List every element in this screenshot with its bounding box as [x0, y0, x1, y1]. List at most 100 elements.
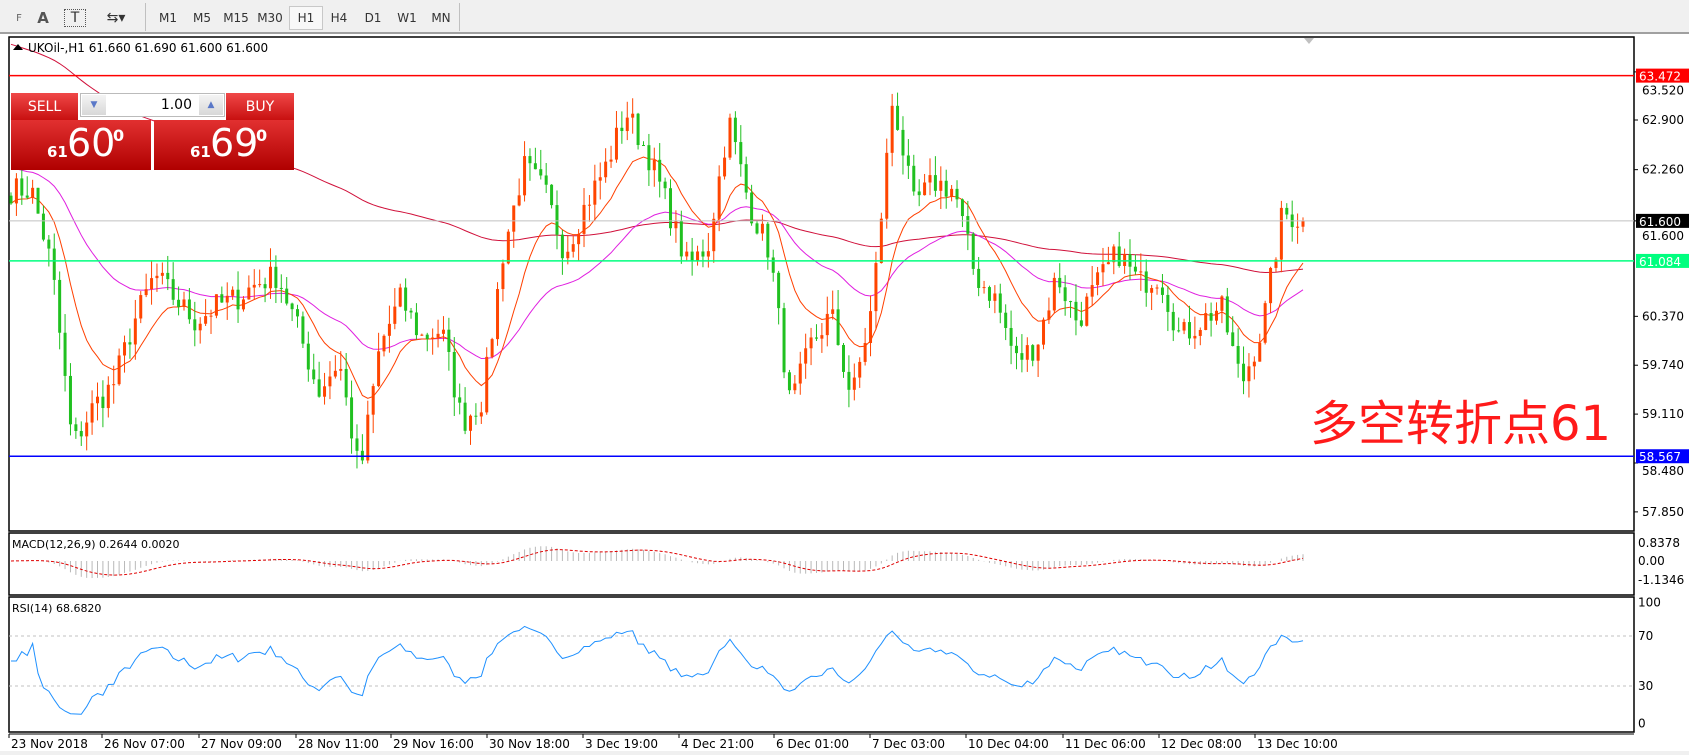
time-tick-label: 12 Dec 08:00	[1161, 737, 1242, 751]
timeframe-m30[interactable]: M30	[257, 11, 283, 25]
candle-body	[874, 263, 878, 312]
candle-body	[479, 412, 483, 417]
timeframe-w1[interactable]: W1	[397, 11, 417, 25]
candle-body	[393, 306, 397, 324]
lot-decrease-button[interactable]: ▼	[82, 95, 106, 115]
text-label-icon[interactable]: T	[64, 9, 86, 27]
candle-body	[1242, 363, 1246, 382]
candle-body	[1269, 267, 1273, 304]
candle-body	[587, 204, 591, 206]
candle-body	[706, 251, 710, 257]
timeframe-m5[interactable]: M5	[193, 11, 211, 25]
candle-body	[1215, 310, 1219, 321]
time-tick-label: 30 Nov 18:00	[489, 737, 570, 751]
candle-body	[1009, 327, 1013, 346]
candle-body	[382, 335, 386, 352]
time-tick-label: 27 Nov 09:00	[201, 737, 282, 751]
candle-body	[609, 159, 613, 162]
candle-body	[425, 334, 429, 340]
candle-body	[333, 370, 337, 377]
level-price-tag	[1636, 253, 1689, 268]
timeframe-m15[interactable]: M15	[223, 11, 249, 25]
candle-body	[750, 192, 754, 224]
candle-body	[1074, 301, 1078, 321]
sell-price-button[interactable]: 61 60 0	[11, 120, 151, 170]
time-tick-label: 26 Nov 07:00	[104, 737, 185, 751]
candle-body	[220, 294, 224, 303]
candle-body	[1144, 271, 1148, 293]
chart-window[interactable]: 63.520 62.900 62.260 61.600 60.370 59.740 59.1…	[0, 34, 1689, 751]
candle-body	[685, 251, 689, 257]
candle-body	[436, 333, 440, 338]
candle-body	[1123, 254, 1127, 266]
timeframe-h1[interactable]: H1	[289, 6, 323, 30]
candle-body	[982, 287, 986, 289]
candle-body	[879, 218, 883, 264]
candle-body	[41, 213, 45, 240]
candle-body	[690, 251, 694, 261]
candle-body	[1187, 322, 1191, 339]
candle-body	[9, 195, 13, 204]
candle-body	[285, 288, 289, 304]
candle-body	[458, 397, 462, 403]
candle-body	[1198, 329, 1202, 336]
lot-increase-button[interactable]: ▲	[199, 95, 223, 115]
candle-body	[739, 142, 743, 165]
candle-body	[636, 113, 640, 146]
time-tick-label: 10 Dec 04:00	[968, 737, 1049, 751]
rsi-tick-label: 100	[1638, 596, 1661, 610]
candle-body	[517, 195, 521, 206]
candle-body	[447, 329, 451, 352]
candle-body	[1112, 246, 1116, 263]
candle-body	[231, 289, 235, 296]
candle-body	[371, 386, 375, 415]
candle-body	[582, 204, 586, 234]
arrows-icon[interactable]: ⇆▾	[106, 10, 126, 26]
candle-body	[204, 316, 208, 324]
collapse-arrow-icon[interactable]	[13, 44, 23, 50]
candle-body	[182, 299, 186, 307]
candle-body	[960, 199, 964, 217]
timeframe-mn[interactable]: MN	[431, 11, 451, 25]
candle-body	[885, 152, 889, 219]
lot-size-input[interactable]: ▼ 1.00 ▲	[80, 93, 225, 117]
candle-body	[409, 310, 413, 313]
candle-body	[1166, 294, 1170, 312]
candle-body	[252, 284, 256, 288]
candle-body	[955, 188, 959, 200]
candle-body	[1209, 313, 1213, 321]
candle-body	[106, 384, 110, 409]
sell-price-big: 60	[67, 121, 116, 165]
fibo-icon[interactable]: F	[16, 12, 22, 24]
timeframe-m1[interactable]: M1	[159, 11, 177, 25]
candle-body	[555, 205, 559, 235]
chart-shift-marker[interactable]	[1304, 38, 1314, 44]
time-tick-label: 6 Dec 01:00	[776, 737, 849, 751]
timeframe-h4[interactable]: H4	[330, 11, 348, 25]
candle-body	[1236, 346, 1240, 364]
macd-tick-label: 0.8378	[1638, 536, 1680, 550]
candle-body	[836, 309, 840, 345]
candle-body	[1096, 272, 1100, 286]
buy-price-button[interactable]: 61 69 0	[154, 120, 294, 170]
price-tick-label: 60.370	[1642, 309, 1684, 323]
text-icon[interactable]: A	[37, 9, 49, 27]
candle-body	[209, 315, 213, 317]
candle-body	[701, 251, 705, 257]
candle-body	[312, 369, 316, 380]
candle-body	[977, 268, 981, 288]
candle-body	[641, 145, 645, 147]
candle-body	[744, 164, 748, 193]
sell-button[interactable]: SELL	[11, 93, 78, 120]
candle-body	[1036, 344, 1040, 361]
candle-body	[236, 289, 240, 310]
candle-body	[1058, 277, 1062, 288]
chart-canvas[interactable]: 63.520 62.900 62.260 61.600 60.370 59.740 59.1…	[0, 34, 1689, 751]
candle-body	[760, 223, 764, 234]
timeframe-d1[interactable]: D1	[364, 11, 382, 25]
rsi-tick-label: 0	[1638, 717, 1646, 731]
candle-body	[696, 251, 700, 261]
buy-button[interactable]: BUY	[226, 93, 294, 120]
candle-body	[544, 175, 548, 185]
candle-body	[863, 343, 867, 362]
